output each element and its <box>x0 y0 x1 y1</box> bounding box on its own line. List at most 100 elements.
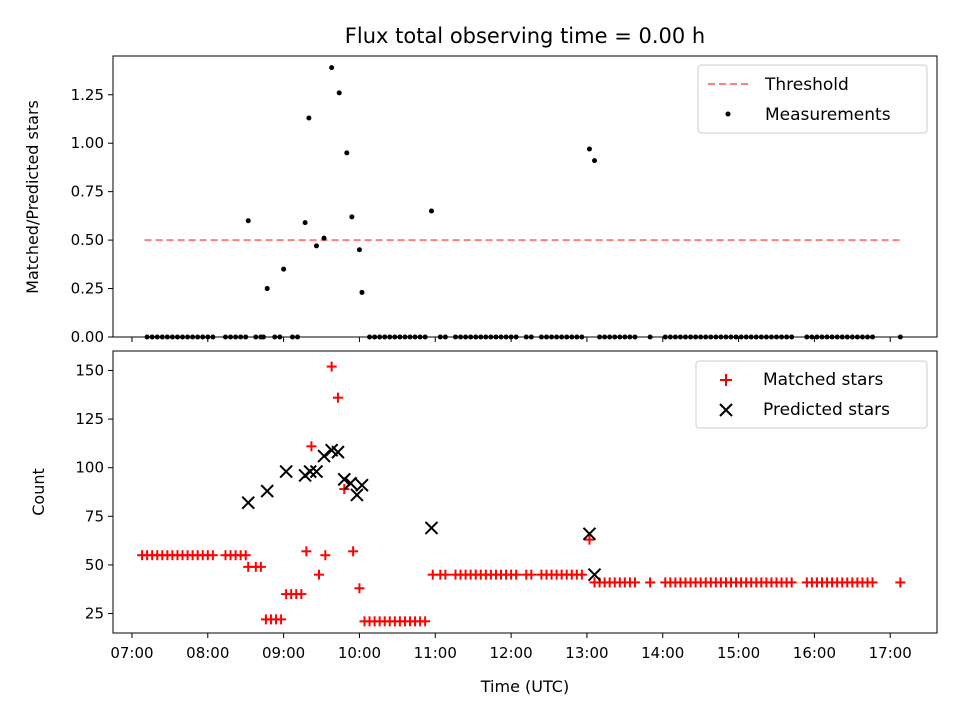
top-ytick-label: 0.00 <box>71 328 104 346</box>
bottom-xtick-label: 10:00 <box>338 644 381 662</box>
measurements-legend-label: Measurements <box>765 105 891 125</box>
matched-star-point <box>645 577 656 588</box>
top-ytick-label: 1.25 <box>71 86 104 104</box>
bottom-xtick-label: 12:00 <box>489 644 532 662</box>
bottom-legend-box <box>695 360 928 429</box>
bottom-ytick-label: 100 <box>75 459 104 477</box>
measurement-point <box>336 90 342 96</box>
bottom-xtick-label: 13:00 <box>565 644 608 662</box>
matched-legend-label: Matched stars <box>763 370 883 390</box>
bottom-ylabel: Count <box>29 468 48 516</box>
predicted-star-point <box>350 488 364 502</box>
matched-star-point <box>348 546 359 557</box>
measurement-point <box>349 214 355 220</box>
matched-star-point <box>301 546 312 557</box>
top-ytick-label: 0.50 <box>71 231 104 249</box>
measurement-point <box>344 150 350 156</box>
matched-legend-swatch <box>720 374 732 386</box>
threshold-legend-label: Threshold <box>764 75 849 95</box>
measurement-point <box>356 247 362 253</box>
bottom-xtick-label: 14:00 <box>641 644 684 662</box>
predicted-star-point <box>317 449 331 463</box>
measurement-point <box>264 286 270 292</box>
matched-star-point <box>207 550 218 561</box>
bottom-xtick-label: 08:00 <box>186 644 229 662</box>
top-ytick-label: 0.75 <box>71 183 104 201</box>
predicted-star-point <box>424 521 439 535</box>
bottom-xtick-label: 09:00 <box>262 644 305 662</box>
bottom-ytick-label: 125 <box>75 410 104 428</box>
bottom-xtick-label: 11:00 <box>414 644 457 662</box>
matched-star-point <box>314 569 324 580</box>
predicted-star-point <box>355 478 369 492</box>
top-axes-frame <box>112 55 938 338</box>
matched-star-point <box>326 361 337 372</box>
matched-star-point <box>440 569 451 580</box>
measurement-point <box>302 220 308 226</box>
matched-star-point <box>339 484 350 495</box>
top-title: Flux total observing time = 0.00 h <box>345 24 705 48</box>
bottom-ytick-label: 75 <box>85 507 104 525</box>
measurement-point <box>245 218 251 224</box>
measurement-point <box>586 146 592 152</box>
top-ytick-label: 0.25 <box>71 280 104 298</box>
predicted-star-point <box>337 472 351 487</box>
matched-star-point <box>276 614 287 625</box>
matched-star-point <box>354 583 365 594</box>
predicted-legend-label: Predicted stars <box>763 400 890 420</box>
measurements-legend-swatch <box>725 111 731 117</box>
measurement-point <box>428 208 434 214</box>
measurement-point <box>329 65 335 71</box>
predicted-star-point <box>279 464 293 479</box>
matched-star-point <box>255 561 266 572</box>
matched-star-point <box>867 577 878 588</box>
matched-star-points <box>137 361 906 627</box>
matched-star-point <box>584 534 595 545</box>
bottom-legend: Matched stars Predicted stars <box>695 360 928 429</box>
predicted-star-point <box>343 476 358 490</box>
top-ylabel: Matched/Predicted stars <box>23 100 42 294</box>
predicted-star-point <box>331 445 345 459</box>
bottom-panel: 25 50 75 100 125 150 07:00 08:00 09:00 10:00 11:00… <box>29 350 938 696</box>
matched-star-point <box>576 569 587 580</box>
matched-star-point <box>332 392 343 403</box>
measurement-point <box>313 243 319 249</box>
measurement-point <box>359 289 365 295</box>
matched-star-point <box>511 569 522 580</box>
measurement-point <box>306 115 312 121</box>
matched-star-point <box>240 550 251 561</box>
bottom-tick-marks: 25 50 75 100 125 150 07:00 08:00 09:00 10:00 11:00… <box>75 361 911 662</box>
bottom-xtick-label: 16:00 <box>793 644 836 662</box>
matched-star-point <box>786 577 797 588</box>
bottom-ytick-label: 25 <box>85 605 104 623</box>
predicted-star-point <box>582 527 597 541</box>
matched-star-point <box>895 577 906 588</box>
bottom-xtick-label: 17:00 <box>869 644 912 662</box>
predicted-star-point <box>260 484 274 498</box>
predicted-legend-swatch <box>719 403 733 417</box>
top-ytick-label: 1.00 <box>71 134 104 152</box>
measurement-point <box>321 235 327 241</box>
predicted-star-point <box>309 464 324 479</box>
matched-star-point <box>296 589 307 600</box>
top-legend: Threshold Measurements <box>697 64 928 134</box>
top-tick-marks: 0.00 0.25 0.50 0.75 1.00 1.25 <box>71 86 891 346</box>
bottom-xtick-label: 07:00 <box>110 644 153 662</box>
bottom-axes-frame <box>112 350 938 634</box>
top-panel: Flux total observing time = 0.00 h 0.000… <box>23 24 938 346</box>
top-legend-box <box>697 64 928 134</box>
matched-star-point <box>320 550 331 561</box>
predicted-star-point <box>241 495 255 510</box>
matched-star-point <box>526 569 537 580</box>
bottom-xlabel: Time (UTC) <box>480 677 569 696</box>
predicted-star-point <box>587 567 602 582</box>
matched-star-point <box>629 577 640 588</box>
bottom-xtick-label: 15:00 <box>717 644 760 662</box>
predicted-star-points <box>241 443 602 582</box>
measurement-point <box>592 158 598 164</box>
measurement-point <box>281 266 287 272</box>
matched-star-point <box>306 441 317 452</box>
bottom-ytick-label: 150 <box>75 361 104 379</box>
matched-star-point <box>420 616 431 627</box>
